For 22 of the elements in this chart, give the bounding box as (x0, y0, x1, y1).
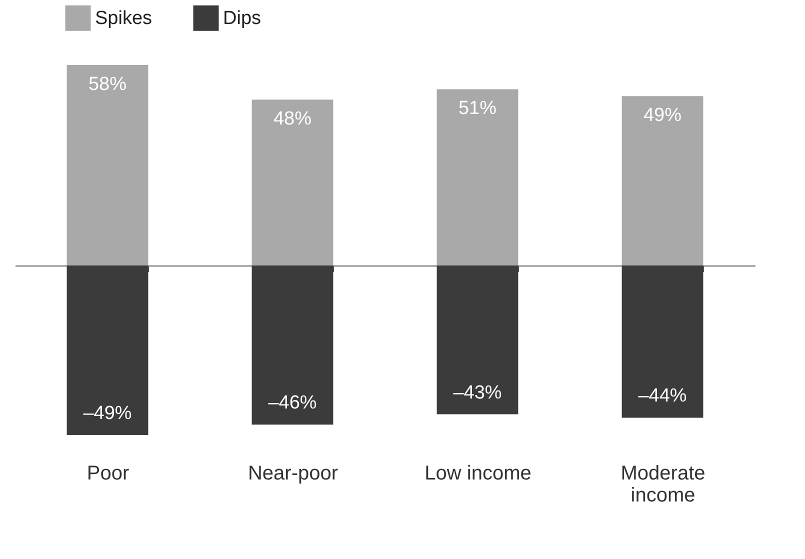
legend-label: Spikes (95, 8, 152, 30)
x-tick-label: Poor (86, 462, 130, 484)
data-label: –43% (453, 382, 502, 404)
data-label: –44% (638, 386, 687, 407)
bar (252, 100, 334, 266)
data-label: 58% (88, 74, 127, 95)
bar (622, 96, 704, 266)
bar (622, 266, 704, 418)
data-label: –49% (83, 403, 132, 424)
x-tick-label: Low income (424, 462, 532, 484)
legend-label: Dips (223, 8, 262, 30)
bar (66, 266, 148, 435)
x-tick-label: Moderate income (620, 462, 706, 506)
bar (66, 65, 148, 266)
data-label: 48% (273, 108, 312, 130)
data-label: 49% (643, 105, 682, 126)
bar (436, 89, 518, 266)
data-label: –46% (268, 392, 317, 414)
x-tick-label: Near-poor (248, 462, 338, 484)
data-label: 51% (458, 98, 497, 120)
bar (436, 266, 518, 414)
bar (252, 266, 334, 425)
